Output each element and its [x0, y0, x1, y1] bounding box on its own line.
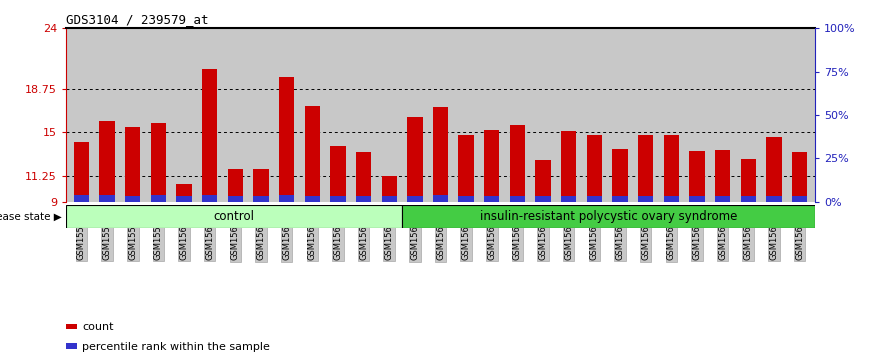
Bar — [612, 196, 627, 202]
FancyBboxPatch shape — [402, 205, 815, 228]
Bar — [356, 152, 371, 202]
Bar — [689, 151, 705, 202]
Bar — [407, 118, 423, 202]
Bar — [381, 196, 397, 202]
Bar — [151, 123, 167, 202]
Bar — [536, 160, 551, 202]
Text: count: count — [82, 322, 114, 332]
Bar — [227, 170, 243, 202]
Text: control: control — [213, 210, 255, 223]
Bar — [510, 196, 525, 202]
Bar — [458, 135, 474, 202]
Bar — [792, 196, 807, 202]
FancyBboxPatch shape — [66, 205, 402, 228]
Bar — [279, 195, 294, 202]
Bar — [638, 196, 654, 202]
Text: percentile rank within the sample: percentile rank within the sample — [82, 342, 270, 352]
Bar — [792, 152, 807, 202]
Text: insulin-resistant polycystic ovary syndrome: insulin-resistant polycystic ovary syndr… — [479, 210, 737, 223]
Bar — [305, 196, 320, 202]
Bar — [125, 127, 140, 202]
Bar — [100, 121, 115, 202]
Bar — [74, 142, 89, 202]
Bar — [766, 137, 781, 202]
Bar — [330, 196, 345, 202]
Bar — [536, 196, 551, 202]
Bar — [74, 195, 89, 202]
Bar — [561, 131, 576, 202]
Bar — [381, 176, 397, 202]
Bar — [612, 149, 627, 202]
Bar — [202, 195, 218, 202]
Bar — [587, 196, 602, 202]
Bar — [458, 196, 474, 202]
Bar — [689, 196, 705, 202]
Bar — [766, 196, 781, 202]
Bar — [510, 125, 525, 202]
Bar — [279, 77, 294, 202]
Bar — [587, 135, 602, 202]
Bar — [125, 196, 140, 202]
Bar — [484, 130, 500, 202]
Bar — [227, 196, 243, 202]
Bar — [100, 195, 115, 202]
Bar — [433, 107, 448, 202]
Text: GDS3104 / 239579_at: GDS3104 / 239579_at — [66, 13, 209, 26]
Bar — [330, 146, 345, 202]
Bar — [433, 195, 448, 202]
Bar — [638, 135, 654, 202]
Bar — [714, 196, 730, 202]
Text: disease state ▶: disease state ▶ — [0, 212, 62, 222]
Bar — [561, 196, 576, 202]
Bar — [254, 196, 269, 202]
Bar — [356, 196, 371, 202]
Bar — [254, 170, 269, 202]
Bar — [202, 69, 218, 202]
Bar — [714, 150, 730, 202]
Bar — [484, 196, 500, 202]
Bar — [176, 196, 192, 202]
Bar — [741, 159, 756, 202]
Bar — [663, 135, 679, 202]
Bar — [305, 106, 320, 202]
Bar — [741, 196, 756, 202]
Bar — [176, 184, 192, 202]
Bar — [151, 195, 167, 202]
Bar — [407, 196, 423, 202]
Bar — [663, 196, 679, 202]
